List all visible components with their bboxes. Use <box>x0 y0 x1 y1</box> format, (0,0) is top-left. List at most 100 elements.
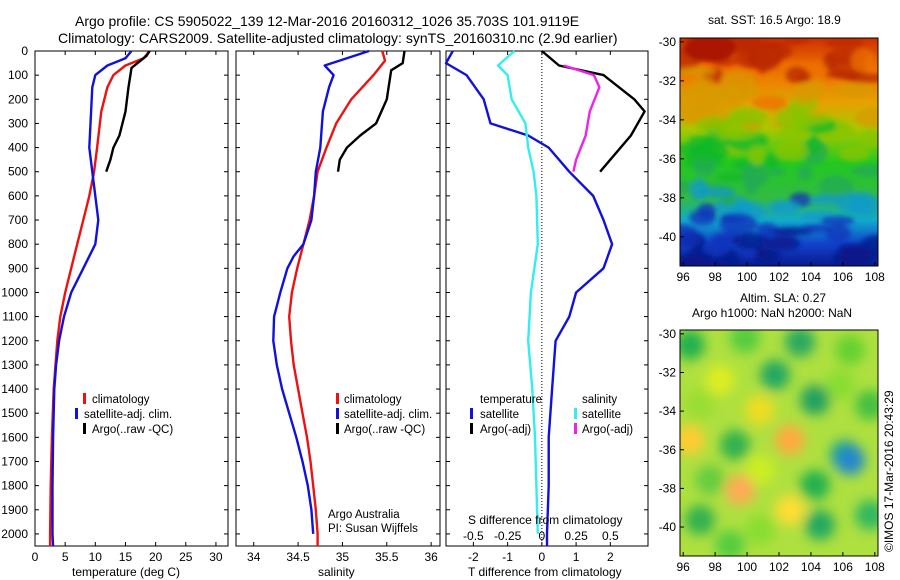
s-tick-label: 0.5 <box>602 529 619 543</box>
map-y-tick-label: -38 <box>659 191 677 205</box>
map-x-tick-label: 108 <box>865 270 885 284</box>
depth-tick-label: 1500 <box>1 406 28 420</box>
map-x-tick-label: 106 <box>833 560 853 574</box>
sst-map <box>680 38 878 266</box>
depth-tick-label: 1800 <box>1 479 28 493</box>
x-tick-label: 30 <box>209 550 223 564</box>
diff-legend-sal-argo: Argo(-adj) <box>582 424 633 436</box>
difference-legend: temperature salinity satellite Argo(-adj… <box>470 394 633 436</box>
depth-tick-label: 900 <box>8 261 28 275</box>
depth-tick-label: 1700 <box>1 454 28 468</box>
diff-legend-temp-argo: Argo(-adj) <box>480 424 531 436</box>
difference-top-label: S difference from climatology <box>468 513 623 527</box>
map-x-tick-label: 100 <box>737 270 757 284</box>
series-line-temperature-satellite <box>444 50 614 546</box>
map-x-tick-label: 100 <box>737 560 757 574</box>
depth-tick-label: 600 <box>8 189 28 203</box>
x-tick-label: 5 <box>62 550 69 564</box>
depth-tick-label: 1600 <box>1 430 28 444</box>
series-line-climatology <box>48 50 151 546</box>
depth-tick-label: 300 <box>8 116 28 130</box>
series-line-argo-raw-qc- <box>105 50 151 173</box>
map-y-tick-label: -32 <box>659 74 677 88</box>
x-tick-label: 36 <box>424 550 438 564</box>
temp-legend-argo: Argo(..raw -QC) <box>92 424 173 436</box>
diff-legend-head-salinity: salinity <box>582 394 617 406</box>
sla-map <box>680 330 878 556</box>
x-tick-label: 34.5 <box>286 550 310 564</box>
salinity-xlabel: salinity <box>318 565 355 579</box>
x-tick-label: 34 <box>247 550 261 564</box>
diff-legend-sal-satellite: satellite <box>582 409 621 421</box>
sla-map-axes: 96 98 100 102 104 106 108 -30 -32 -34 -36 -38 -40 <box>659 327 885 574</box>
difference-xlabel: T difference from climatology <box>468 565 622 579</box>
depth-tick-label: 2000 <box>1 527 28 541</box>
map-x-tick-label: 106 <box>833 270 853 284</box>
series-line-satellite-adj-clim- <box>51 50 133 547</box>
map-x-tick-label: 98 <box>708 560 722 574</box>
x-tick-label: -2 <box>468 550 479 564</box>
depth-tick-label: 1000 <box>1 285 28 299</box>
s-tick-label: -0.25 <box>494 529 522 543</box>
temperature-legend: climatology satellite-adj. clim. Argo(..… <box>75 393 173 436</box>
credit-line2: PI: Susan Wijffels <box>328 523 418 535</box>
depth-tick-label: 1300 <box>1 358 28 372</box>
map-y-tick-label: -30 <box>659 327 677 341</box>
x-tick-label: 15 <box>119 550 133 564</box>
map-y-tick-label: -40 <box>659 230 677 244</box>
map-x-tick-label: 108 <box>865 560 885 574</box>
temperature-xlabel: temperature (deg C) <box>72 565 180 579</box>
series-line-climatology <box>288 50 387 546</box>
map-y-tick-label: -40 <box>659 520 677 534</box>
depth-tick-label: 200 <box>8 92 28 106</box>
series-line-satellite-adj-clim- <box>272 49 370 534</box>
x-tick-label: 25 <box>179 550 193 564</box>
watermark: ©IMOS 17-Mar-2016 20:43:29 <box>882 390 896 552</box>
temp-legend-satellite-adj: satellite-adj. clim. <box>84 409 172 421</box>
x-tick-label: 0 <box>32 550 39 564</box>
sal-legend-climatology: climatology <box>344 394 402 406</box>
temp-legend-climatology: climatology <box>92 394 150 406</box>
depth-tick-label: 100 <box>8 68 28 82</box>
s-tick-label: -0.5 <box>463 529 484 543</box>
map-y-tick-label: -34 <box>659 113 677 127</box>
diff-legend-temp-satellite: satellite <box>480 409 519 421</box>
depth-tick-label: 700 <box>8 213 28 227</box>
depth-tick-label: 0 <box>21 44 28 58</box>
panel-x-ticks: 0 5 10 15 20 25 30 34 34.5 35 35.5 36 -2 -1 0 1 2 -0.5 -0.… <box>32 51 619 564</box>
map-y-tick-label: -36 <box>659 152 677 166</box>
s-tick-label: 0.25 <box>564 529 588 543</box>
sal-legend-satellite-adj: satellite-adj. clim. <box>344 409 432 421</box>
series-line-salinity-argo-adj- <box>563 64 601 172</box>
series-line-temperature-argo-adj- <box>541 50 646 173</box>
salinity-legend: climatology satellite-adj. clim. Argo(..… <box>336 393 432 436</box>
sal-legend-argo: Argo(..raw -QC) <box>344 424 425 436</box>
sst-map-title: sat. SST: 16.5 Argo: 18.9 <box>708 13 841 27</box>
x-tick-label: 35.5 <box>375 550 399 564</box>
depth-tick-label: 1900 <box>1 503 28 517</box>
sst-map-axes: 96 98 100 102 104 106 108 -30 -32 -34 -36 -38 -40 <box>659 35 885 284</box>
map-x-tick-label: 104 <box>801 560 821 574</box>
map-x-tick-label: 102 <box>769 270 789 284</box>
series-line-salinity-satellite <box>496 50 539 534</box>
map-x-tick-label: 96 <box>677 560 691 574</box>
x-tick-label: 1 <box>573 550 580 564</box>
series-layer <box>48 49 646 547</box>
depth-tick-label: 400 <box>8 141 28 155</box>
map-y-tick-label: -36 <box>659 443 677 457</box>
depth-tick-label: 1400 <box>1 382 28 396</box>
series-line-argo-raw-qc- <box>336 50 406 172</box>
map-x-tick-label: 98 <box>708 270 722 284</box>
title-line2: Climatology: CARS2009. Satellite-adjuste… <box>58 30 618 46</box>
map-x-tick-label: 96 <box>677 270 691 284</box>
s-tick-label: 0 <box>539 529 546 543</box>
sla-map-title1: Altim. SLA: 0.27 <box>740 291 826 305</box>
x-tick-label: 20 <box>149 550 163 564</box>
depth-tick-label: 1100 <box>2 310 28 324</box>
map-y-tick-label: -38 <box>659 481 677 495</box>
x-tick-label: -1 <box>502 550 513 564</box>
map-x-tick-label: 104 <box>801 270 821 284</box>
x-tick-label: 10 <box>89 550 103 564</box>
sla-map-title2: Argo h1000: NaN h2000: NaN <box>692 306 852 320</box>
